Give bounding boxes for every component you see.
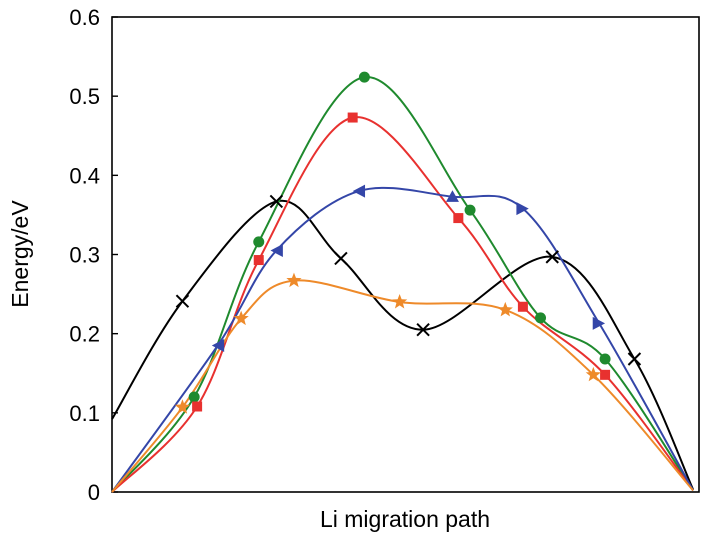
series-2-marker	[517, 301, 528, 312]
series-3-marker	[516, 202, 529, 216]
series-4-marker	[585, 366, 601, 382]
x-axis-label: Li migration path	[320, 506, 490, 532]
series-4-marker	[233, 310, 249, 326]
series-line-0	[111, 199, 695, 491]
series-4-marker	[286, 272, 302, 288]
series-3-marker	[211, 339, 225, 353]
series-0-marker	[269, 194, 284, 209]
series-2-marker	[192, 401, 203, 412]
series-3-marker	[352, 184, 366, 198]
series-2-marker	[453, 213, 464, 224]
series-0-marker	[627, 352, 642, 366]
series-3-marker	[445, 190, 459, 202]
y-axis-ticks: 0 0.1 0.2 0.3 0.4 0.5 0.6	[69, 5, 118, 505]
series-0-marker	[175, 294, 190, 308]
plot-frame	[111, 16, 700, 493]
y-tick-label: 0	[88, 480, 100, 505]
series-1-marker	[253, 236, 265, 248]
series-line-1	[111, 76, 694, 493]
series-1-marker	[599, 353, 611, 365]
y-tick-label: 0.5	[69, 84, 100, 109]
series-line-3	[111, 186, 695, 493]
series-1-marker	[358, 71, 370, 83]
series-1-marker	[535, 312, 547, 324]
series-0-marker	[416, 323, 430, 337]
series-2-marker	[347, 112, 358, 123]
y-tick-label: 0.2	[69, 322, 100, 347]
y-tick-label: 0.3	[69, 243, 100, 268]
series-0-marker	[334, 251, 348, 266]
series-2-marker	[600, 369, 611, 380]
series-line-2	[111, 116, 694, 493]
series-3-marker	[592, 316, 606, 330]
series-4-marker	[392, 294, 408, 309]
series-4-marker	[497, 301, 513, 317]
series-2-marker	[253, 255, 264, 266]
series-1-marker	[188, 391, 200, 403]
y-axis-label: Energy/eV	[7, 200, 33, 308]
series-0-marker	[545, 250, 559, 264]
series-layer	[111, 76, 695, 493]
series-3-marker	[270, 244, 283, 258]
series-4-marker	[174, 399, 191, 414]
y-tick-label: 0.6	[69, 5, 100, 30]
y-tick-label: 0.1	[69, 401, 100, 426]
series-1-marker	[464, 204, 476, 216]
marker-layer	[174, 71, 642, 414]
y-tick-label: 0.4	[69, 163, 100, 188]
